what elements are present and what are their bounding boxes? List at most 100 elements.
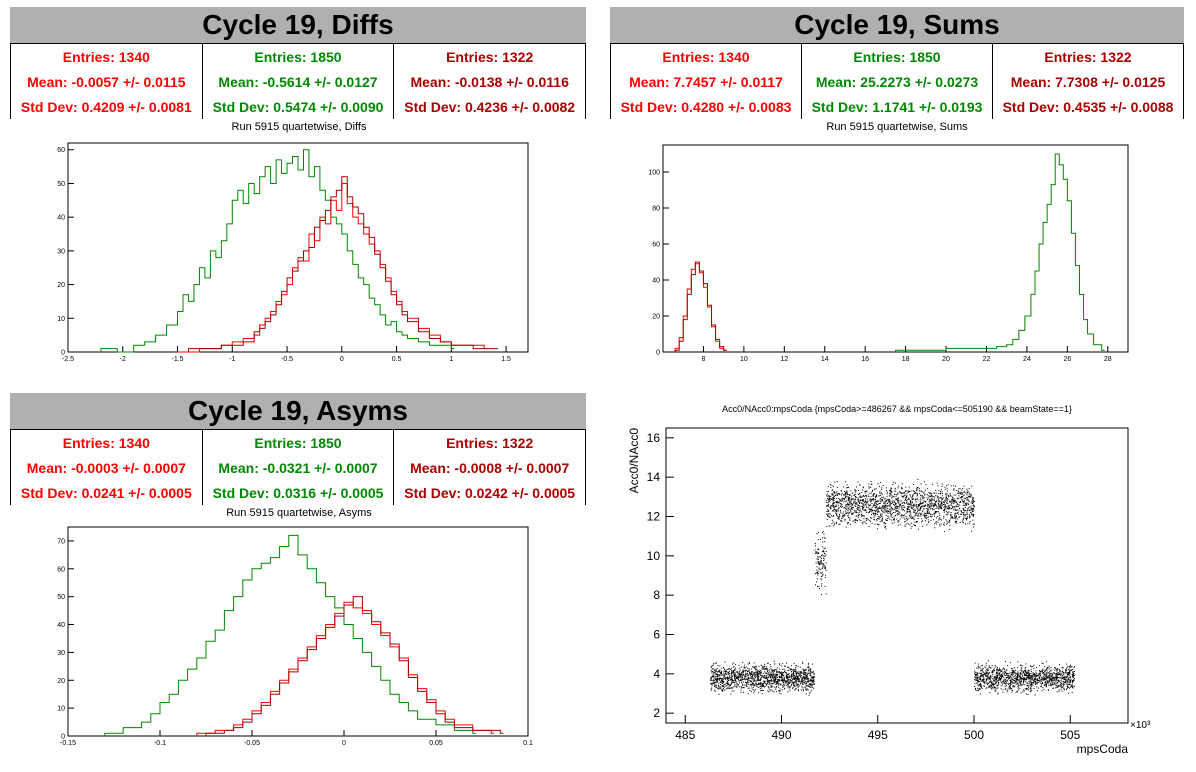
- scatter-point: [797, 675, 799, 677]
- scatter-point: [770, 675, 772, 677]
- scatter-point: [734, 674, 736, 676]
- scatter-point: [1055, 676, 1057, 678]
- scatter-point: [719, 686, 721, 688]
- scatter-point: [920, 506, 922, 508]
- scatter-point: [890, 514, 892, 516]
- scatter-point: [876, 507, 878, 509]
- scatter-point: [807, 679, 809, 681]
- scatter-point: [1065, 672, 1067, 674]
- scatter-point: [791, 676, 793, 678]
- scatter-point: [1032, 675, 1034, 677]
- scatter-point: [1003, 669, 1005, 671]
- scatter-point: [928, 513, 930, 515]
- scatter-point: [871, 502, 873, 504]
- scatter-point: [999, 671, 1001, 673]
- scatter-point: [889, 502, 891, 504]
- scatter-point: [1022, 678, 1024, 680]
- scatter-point: [943, 511, 945, 513]
- scatter-point: [873, 510, 875, 512]
- scatter-point: [815, 581, 817, 583]
- scatter-point: [893, 516, 895, 518]
- scatter-point: [963, 495, 965, 497]
- scatter-point: [734, 679, 736, 681]
- scatter-point: [827, 515, 829, 517]
- scatter-point: [881, 513, 883, 515]
- scatter-point: [873, 513, 875, 515]
- scatter-point: [749, 663, 751, 665]
- scatter-point: [826, 511, 828, 513]
- scatter-point: [831, 497, 833, 499]
- scatter-point: [731, 678, 733, 680]
- scatter-point: [820, 562, 822, 564]
- scatter-point: [941, 504, 943, 506]
- scatter-point: [1030, 686, 1032, 688]
- scatter-point: [923, 508, 925, 510]
- scatter-point: [783, 678, 785, 680]
- scatter-point: [971, 508, 973, 510]
- scatter-point: [1034, 676, 1036, 678]
- scatter-point: [972, 514, 974, 516]
- scatter-point: [835, 513, 837, 515]
- scatter-point: [987, 682, 989, 684]
- scatter-point: [806, 672, 808, 674]
- scatter-point: [795, 683, 797, 685]
- scatter-point: [1031, 683, 1033, 685]
- scatter-point: [870, 498, 872, 500]
- scatter-point: [984, 683, 986, 685]
- scatter-point: [750, 673, 752, 675]
- scatter-point: [945, 496, 947, 498]
- scatter-point: [766, 674, 768, 676]
- scatter-point: [762, 665, 764, 667]
- scatter-point: [952, 499, 954, 501]
- scatter-point: [1005, 669, 1007, 671]
- scatter-point: [864, 503, 866, 505]
- scatter-point: [944, 508, 946, 510]
- scatter-point: [752, 689, 754, 691]
- scatter-point: [849, 524, 851, 526]
- scatter-point: [943, 523, 945, 525]
- scatter-point: [968, 517, 970, 519]
- scatter-point: [1012, 668, 1014, 670]
- scatter-point: [1062, 683, 1064, 685]
- scatter-point: [857, 500, 859, 502]
- scatter-point: [1004, 671, 1006, 673]
- scatter-point: [943, 500, 945, 502]
- scatter-point: [834, 492, 836, 494]
- stat-mean: Mean: 25.2273 +/- 0.0273: [815, 73, 979, 90]
- scatter-point: [932, 496, 934, 498]
- scatter-point: [1072, 681, 1074, 683]
- scatter-point: [950, 485, 952, 487]
- scatter-point: [827, 502, 829, 504]
- scatter-point: [989, 679, 991, 681]
- x-tick-label: 505: [1060, 728, 1080, 742]
- scatter-point: [757, 692, 759, 694]
- scatter-point: [788, 676, 790, 678]
- scatter-point: [985, 679, 987, 681]
- scatter-point: [906, 518, 908, 520]
- scatter-point: [1011, 671, 1013, 673]
- scatter-point: [991, 665, 993, 667]
- scatter-point: [856, 503, 858, 505]
- x-tick-label: 485: [675, 728, 695, 742]
- scatter-point: [955, 489, 957, 491]
- scatter-point: [710, 669, 712, 671]
- scatter-point: [800, 681, 802, 683]
- scatter-point: [894, 487, 896, 489]
- scatter-point: [830, 495, 832, 497]
- scatter-point: [875, 510, 877, 512]
- scatter-point: [1047, 667, 1049, 669]
- scatter-point: [805, 680, 807, 682]
- scatter-point: [771, 673, 773, 675]
- scatter-point: [785, 675, 787, 677]
- scatter-point: [1062, 678, 1064, 680]
- scatter-point: [920, 514, 922, 516]
- scatter-point: [1031, 676, 1033, 678]
- scatter-point: [807, 673, 809, 675]
- scatter-point: [806, 681, 808, 683]
- scatter-point: [991, 671, 993, 673]
- scatter-point: [718, 670, 720, 672]
- histogram-series: [177, 182, 488, 353]
- scatter-point: [866, 502, 868, 504]
- scatter-point: [715, 681, 717, 683]
- scatter-point: [853, 501, 855, 503]
